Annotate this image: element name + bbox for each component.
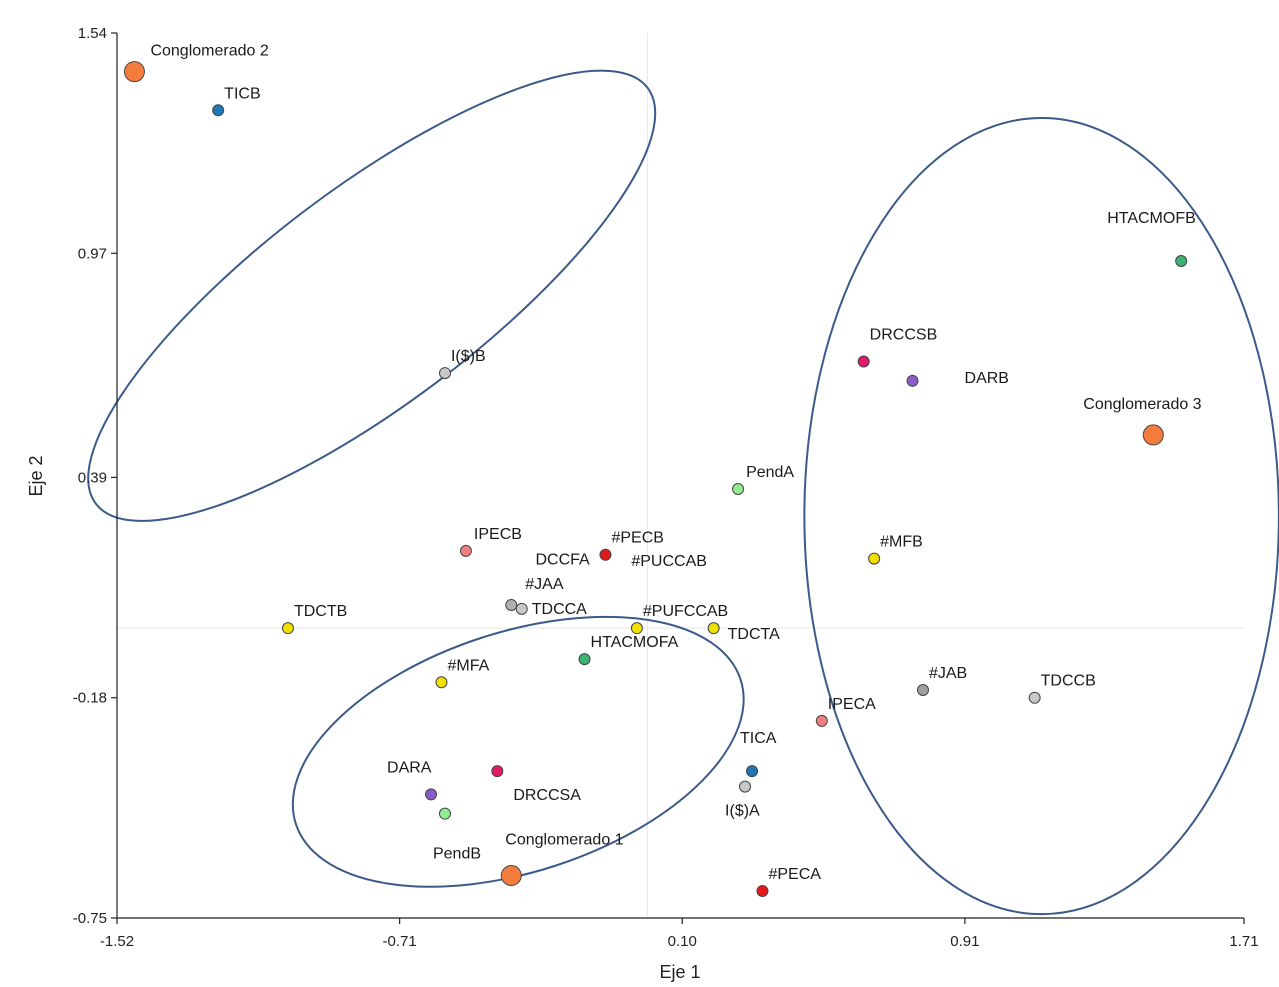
- point-label-mfa: #MFA: [447, 657, 489, 674]
- point-label-mfb: #MFB: [880, 534, 923, 551]
- x-tick-label: -1.52: [100, 933, 134, 950]
- point-i-a: [739, 780, 752, 793]
- y-tick-label: 0.97: [78, 245, 107, 262]
- point-label-jab: #JAB: [929, 665, 967, 682]
- point-label-penda: PendA: [746, 464, 794, 481]
- point-drccsb: [857, 355, 870, 368]
- point-conglomerado-1: [500, 864, 522, 886]
- point-label-tdctb: TDCTB: [294, 603, 347, 620]
- point-pendb: [438, 807, 451, 820]
- point-tdcca: [515, 602, 528, 615]
- point-label-conglomerado-2: Conglomerado 2: [150, 43, 268, 60]
- y-tick-label: -0.75: [73, 910, 107, 927]
- point-label-drccsa: DRCCSA: [513, 787, 581, 804]
- point-jaa: [505, 598, 518, 611]
- point-ipecb: [459, 544, 472, 557]
- reference-lines: [117, 33, 1244, 918]
- y-tick-label: 1.54: [78, 25, 107, 42]
- point-label-tica: TICA: [740, 730, 777, 747]
- point-dara: [425, 788, 438, 801]
- point-darb: [906, 374, 919, 387]
- point-i-b: [438, 367, 451, 380]
- point-label-drccsb: DRCCSB: [870, 326, 938, 343]
- point-ticb: [212, 104, 225, 117]
- point-tdctb: [281, 622, 294, 635]
- x-tick-label: 0.10: [668, 933, 697, 950]
- y-axis-title: Eje 2: [26, 455, 46, 496]
- point-mfb: [868, 552, 881, 565]
- point-label-conglomerado-3: Conglomerado 3: [1083, 396, 1201, 413]
- point-label-dara: DARA: [387, 759, 432, 776]
- point-label-tdccb: TDCCB: [1041, 673, 1096, 690]
- point-label-htacmofa: HTACMOFA: [591, 634, 679, 651]
- x-tick-label: -0.71: [383, 933, 417, 950]
- axes: -1.52 -0.71 0.10 0.91 1.71 -0.75 -0.18 0.39 0.97…: [73, 25, 1259, 950]
- point-label-conglomerado-1: Conglomerado 1: [505, 831, 623, 848]
- point-tdccb: [1028, 691, 1041, 704]
- x-axis-title: Eje 1: [659, 962, 700, 982]
- point-penda: [732, 483, 745, 496]
- point-label-ticb: TICB: [224, 85, 260, 102]
- point-conglomerado-3: [1142, 424, 1164, 446]
- point-jab: [916, 683, 929, 696]
- point-tica: [746, 765, 759, 778]
- point-label-jaa: #JAA: [525, 576, 564, 593]
- point-htacmofb: [1175, 255, 1188, 268]
- point-label-tdcta: TDCTA: [728, 626, 780, 643]
- point-label-darb: DARB: [965, 370, 1009, 387]
- point-label-pendb: PendB: [433, 846, 481, 863]
- cluster-ellipses: [87, 69, 1279, 916]
- point-drccsa: [491, 765, 504, 778]
- cluster-ellipse-2: [291, 615, 745, 888]
- point-htacmofa: [578, 653, 591, 666]
- point-label-pufccab: #PUFCCAB: [643, 603, 728, 620]
- point-label-dccfa: DCCFA: [535, 552, 590, 569]
- point-label-ipecb: IPECB: [474, 526, 522, 543]
- x-tick-label: 1.71: [1229, 933, 1258, 950]
- point-peca: [756, 884, 769, 897]
- point-conglomerado-2: [123, 61, 145, 83]
- x-tick-label: 0.91: [950, 933, 979, 950]
- data-points: [123, 61, 1188, 897]
- point-label-ipeca: IPECA: [828, 696, 876, 713]
- point-label-tdcca: TDCCA: [532, 601, 587, 618]
- point-label-pecb: #PECB: [611, 530, 663, 547]
- point-label-peca: #PECA: [768, 866, 821, 883]
- point-pecb: [599, 548, 612, 561]
- y-tick-label: -0.18: [73, 690, 107, 707]
- point-pufccab: [630, 622, 643, 635]
- point-mfa: [435, 676, 448, 689]
- point-labels: Conglomerado 2 TICB HTACMOFB I($)B DRCCSB DAR…: [150, 43, 1201, 883]
- cluster-ellipse-3: [803, 117, 1279, 916]
- point-tdcta: [707, 622, 720, 635]
- point-label-htacmofb: HTACMOFB: [1107, 210, 1196, 227]
- point-label-puccab: #PUCCAB: [631, 553, 707, 570]
- cluster-ellipse-1: [87, 69, 657, 522]
- point-ipeca: [815, 714, 828, 727]
- point-label-i-b: I($)B: [451, 348, 486, 365]
- y-tick-label: 0.39: [78, 469, 107, 486]
- point-label-i-a: I($)A: [725, 803, 760, 820]
